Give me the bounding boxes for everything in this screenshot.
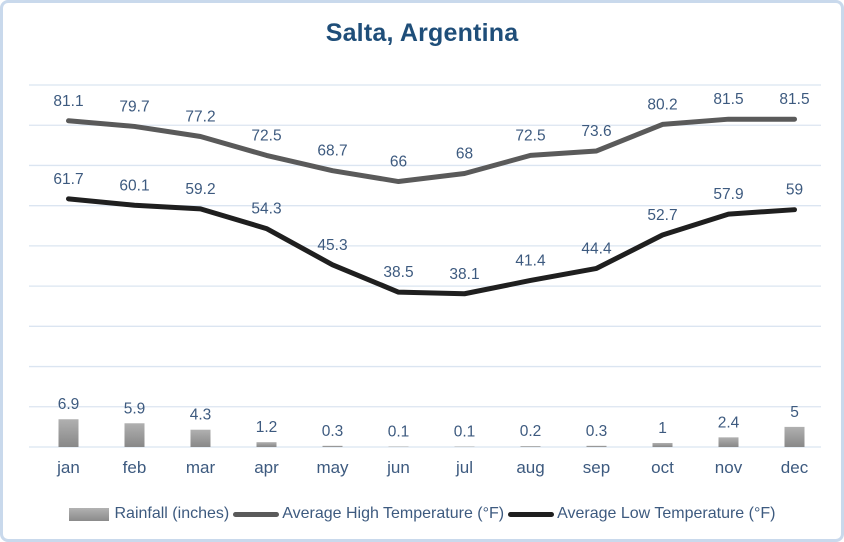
x-axis-label-aug[interactable]: aug: [516, 458, 544, 477]
rainfall-label-aug: 0.2: [520, 423, 542, 440]
high-temp-label-jul: 68: [456, 145, 473, 162]
low-temp-label-aug: 41.4: [515, 252, 546, 269]
x-axis-label-oct[interactable]: oct: [651, 458, 674, 477]
rainfall-label-sep: 0.3: [586, 423, 608, 440]
low-temp-label-may: 45.3: [317, 237, 347, 254]
x-axis-label-jan[interactable]: jan: [56, 458, 80, 477]
x-axis-label-jun[interactable]: jun: [386, 458, 410, 477]
x-axis-label-sep[interactable]: sep: [583, 458, 610, 477]
high-temp-label-jan: 81.1: [53, 93, 83, 110]
x-axis-label-mar[interactable]: mar: [186, 458, 216, 477]
rainfall-bar-oct[interactable]: [652, 442, 673, 447]
x-axis-label-may[interactable]: may: [316, 458, 349, 477]
chart-canvas: 6.9 5.9 4.3 1.2 0.3 0.1 0.1 0.2 0.3 1 2.4 5 81.1 79.7…: [29, 84, 821, 477]
low-temp-label-sep: 44.4: [581, 240, 612, 257]
rainfall-label-mar: 4.3: [190, 407, 212, 424]
rainfall-bar-apr[interactable]: [256, 442, 277, 447]
rainfall-label-may: 0.3: [322, 423, 344, 440]
legend-item-rainfall[interactable]: Rainfall (inches): [68, 505, 230, 523]
rainfall-swatch-icon: [68, 507, 109, 521]
low-temp-label-jul: 38.1: [449, 266, 479, 283]
low-temp-label-nov: 57.9: [713, 186, 743, 203]
chart-legend: Rainfall (inches) Average High Temperatu…: [3, 505, 841, 523]
legend-item-low-temp[interactable]: Average Low Temperature (°F): [508, 505, 775, 523]
low-temp-label-feb: 60.1: [119, 177, 149, 194]
rainfall-bar-aug[interactable]: [520, 446, 541, 447]
low-temp-label-mar: 59.2: [185, 181, 215, 198]
high-temp-label-oct: 80.2: [647, 96, 677, 113]
low-temp-label-oct: 52.7: [647, 207, 677, 224]
low-temp-line-swatch-icon: [508, 511, 555, 517]
high-temp-label-apr: 72.5: [251, 127, 281, 144]
x-axis-label-feb[interactable]: feb: [123, 458, 147, 477]
rainfall-bar-mar[interactable]: [190, 429, 211, 447]
low-temp-label-apr: 54.3: [251, 201, 281, 218]
rainfall-label-jul: 0.1: [454, 424, 476, 441]
low-temp-label-jan: 61.7: [53, 171, 83, 188]
x-axis-label-apr[interactable]: apr: [254, 458, 279, 477]
low-temp-label-jun: 38.5: [383, 264, 413, 281]
high-temp-label-may: 68.7: [317, 143, 347, 160]
high-temp-label-feb: 79.7: [119, 98, 149, 115]
legend-label-low-temp: Average Low Temperature (°F): [557, 505, 776, 522]
rainfall-bar-feb[interactable]: [124, 423, 145, 447]
rainfall-label-feb: 5.9: [124, 400, 146, 417]
rainfall-label-nov: 2.4: [718, 414, 740, 431]
high-temp-label-mar: 77.2: [185, 108, 215, 125]
high-temp-label-dec: 81.5: [779, 91, 809, 108]
high-temp-label-jun: 66: [390, 154, 407, 171]
low-temp-line[interactable]: [66, 196, 797, 297]
low-temp-label-dec: 59: [786, 182, 803, 199]
rainfall-label-apr: 1.2: [256, 419, 278, 436]
rainfall-label-jan: 6.9: [58, 396, 80, 413]
legend-label-high-temp: Average High Temperature (°F): [282, 505, 505, 522]
high-temp-label-aug: 72.5: [515, 127, 545, 144]
chart-title: Salta, Argentina: [325, 19, 519, 47]
high-temp-line-swatch-icon: [233, 511, 280, 517]
legend-item-high-temp[interactable]: Average High Temperature (°F): [233, 505, 504, 523]
rainfall-bar-nov[interactable]: [718, 437, 739, 447]
x-axis-label-jul[interactable]: jul: [455, 458, 473, 477]
x-axis-label-nov[interactable]: nov: [715, 458, 743, 477]
legend-label-rainfall: Rainfall (inches): [114, 505, 230, 522]
rainfall-bar-dec[interactable]: [784, 426, 805, 447]
rainfall-bar-sep[interactable]: [586, 445, 607, 447]
high-temp-label-nov: 81.5: [713, 91, 743, 108]
rainfall-bar-jan[interactable]: [58, 419, 79, 447]
rainfall-bar-may[interactable]: [322, 445, 343, 447]
rainfall-label-dec: 5: [790, 404, 799, 421]
rainfall-label-jun: 0.1: [388, 424, 410, 441]
high-temp-line[interactable]: [66, 116, 797, 185]
x-axis-label-dec[interactable]: dec: [781, 458, 809, 477]
rainfall-label-oct: 1: [658, 420, 667, 437]
high-temp-label-sep: 73.6: [581, 123, 611, 140]
